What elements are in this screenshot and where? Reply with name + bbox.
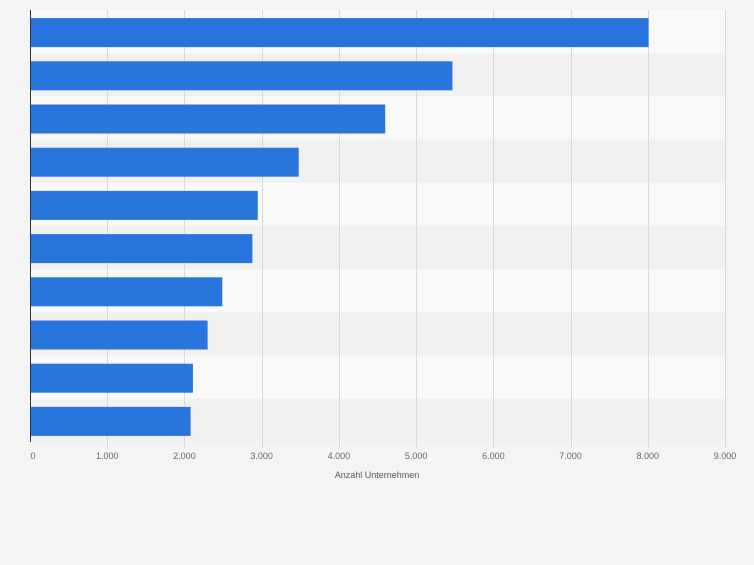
x-tick-labels: 0 1.000 2.000 3.000 4.000 5.000 6.000 7.000 8.00… — [30, 451, 736, 461]
bar[interactable] — [30, 234, 253, 264]
bar[interactable] — [30, 406, 191, 436]
bar[interactable] — [30, 363, 193, 393]
x-tick-label: 9.000 — [714, 451, 737, 461]
bar[interactable] — [30, 104, 386, 134]
bar[interactable] — [30, 147, 299, 177]
x-tick-label: 1.000 — [96, 451, 119, 461]
bar[interactable] — [30, 190, 258, 220]
x-tick-label: 4.000 — [328, 451, 351, 461]
x-axis-title: Anzahl Unternehmen — [335, 470, 420, 480]
bar[interactable] — [30, 320, 208, 350]
x-tick-label: 3.000 — [250, 451, 273, 461]
x-tick-label: 7.000 — [559, 451, 582, 461]
bar[interactable] — [30, 18, 649, 48]
x-tick-label: 5.000 — [405, 451, 428, 461]
x-tick-label: 2.000 — [173, 451, 196, 461]
x-tick-label: 0 — [30, 451, 35, 461]
bar[interactable] — [30, 277, 223, 307]
bar[interactable] — [30, 61, 453, 91]
x-tick-label: 6.000 — [482, 451, 505, 461]
bars — [30, 18, 649, 436]
x-tick-label: 8.000 — [637, 451, 660, 461]
